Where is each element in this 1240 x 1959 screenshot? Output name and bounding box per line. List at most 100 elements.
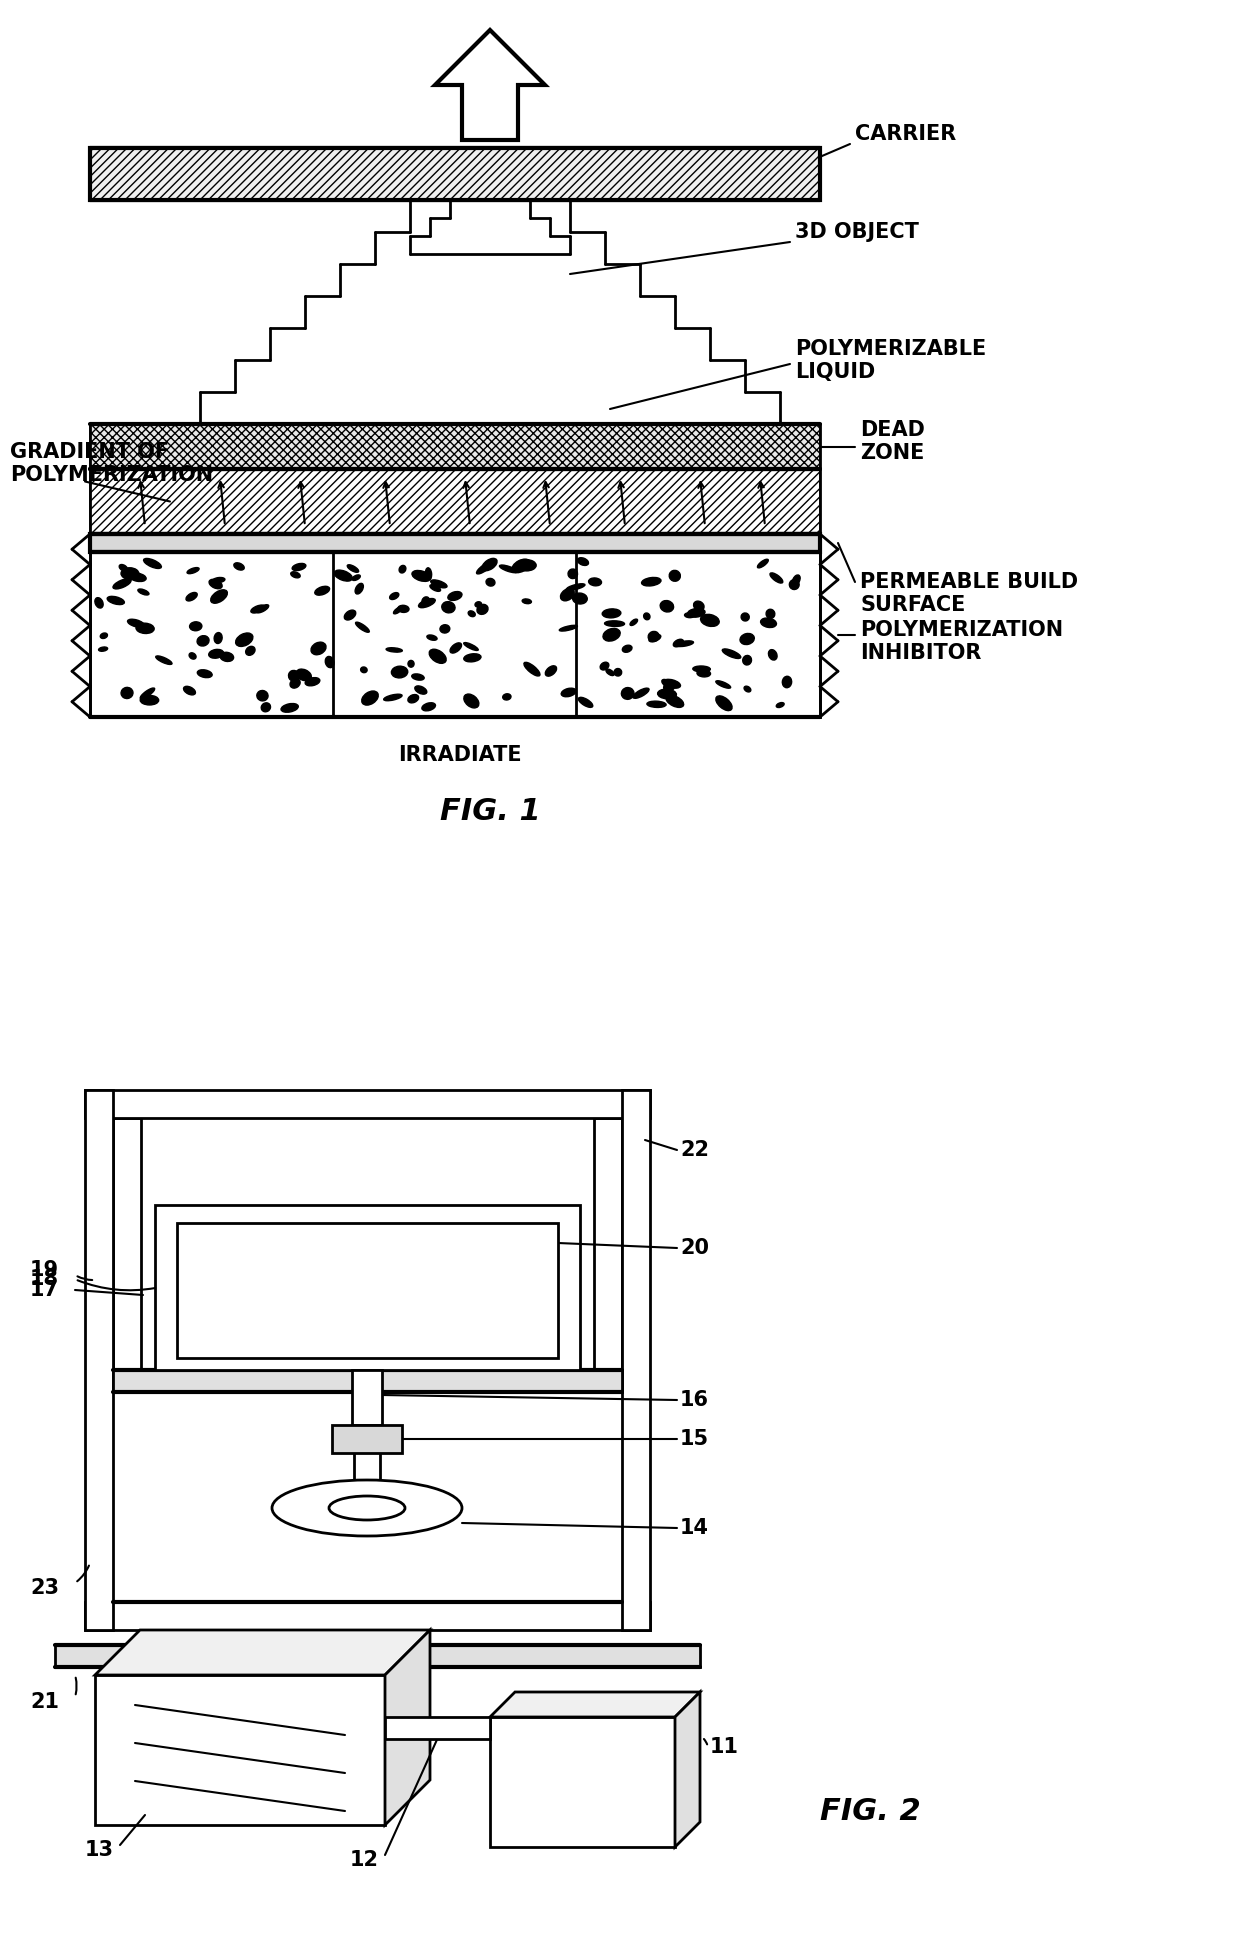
Ellipse shape — [289, 670, 299, 682]
Text: GRADIENT OF
POLYMERIZATION: GRADIENT OF POLYMERIZATION — [10, 441, 213, 484]
Ellipse shape — [559, 625, 578, 631]
Ellipse shape — [250, 605, 265, 613]
Ellipse shape — [464, 654, 481, 662]
Ellipse shape — [766, 609, 775, 619]
Bar — [332, 1424, 402, 1454]
Ellipse shape — [119, 564, 128, 572]
Bar — [490, 1716, 675, 1847]
Ellipse shape — [347, 564, 358, 572]
Text: 14: 14 — [680, 1518, 709, 1538]
Ellipse shape — [476, 562, 492, 574]
Ellipse shape — [605, 621, 625, 627]
Ellipse shape — [210, 580, 222, 590]
Ellipse shape — [412, 674, 424, 680]
Text: 22: 22 — [680, 1140, 709, 1160]
Ellipse shape — [215, 633, 222, 643]
Ellipse shape — [770, 572, 782, 584]
Ellipse shape — [790, 580, 799, 590]
Ellipse shape — [662, 680, 671, 688]
Ellipse shape — [603, 609, 621, 617]
Ellipse shape — [187, 568, 200, 574]
Ellipse shape — [138, 590, 149, 596]
Ellipse shape — [184, 686, 196, 695]
Text: 16: 16 — [680, 1391, 709, 1410]
Ellipse shape — [663, 680, 681, 688]
Ellipse shape — [107, 596, 124, 605]
Ellipse shape — [482, 558, 497, 570]
Text: 15: 15 — [680, 1428, 709, 1450]
Ellipse shape — [100, 633, 108, 639]
Ellipse shape — [641, 578, 661, 586]
Ellipse shape — [408, 660, 414, 668]
Text: FIG. 2: FIG. 2 — [820, 1796, 921, 1826]
Ellipse shape — [760, 617, 776, 627]
Ellipse shape — [782, 676, 791, 688]
Ellipse shape — [486, 578, 495, 586]
Ellipse shape — [663, 680, 676, 692]
Text: 13: 13 — [86, 1840, 114, 1859]
Ellipse shape — [676, 641, 693, 646]
Bar — [91, 535, 820, 552]
Ellipse shape — [356, 623, 370, 633]
Ellipse shape — [128, 619, 144, 627]
Ellipse shape — [647, 701, 666, 707]
Ellipse shape — [525, 662, 539, 676]
Ellipse shape — [464, 693, 479, 707]
Ellipse shape — [212, 578, 224, 582]
Ellipse shape — [329, 1497, 405, 1520]
Ellipse shape — [742, 613, 749, 621]
Ellipse shape — [314, 646, 324, 650]
Ellipse shape — [246, 646, 255, 656]
Text: FIG. 1: FIG. 1 — [440, 797, 541, 827]
Ellipse shape — [290, 678, 300, 688]
Ellipse shape — [345, 609, 356, 619]
Ellipse shape — [722, 648, 740, 658]
Ellipse shape — [257, 690, 268, 701]
Bar — [113, 1119, 141, 1369]
Ellipse shape — [649, 631, 660, 641]
Ellipse shape — [475, 601, 481, 607]
Ellipse shape — [568, 568, 578, 578]
Ellipse shape — [393, 607, 403, 613]
Ellipse shape — [412, 570, 430, 582]
Ellipse shape — [361, 666, 367, 672]
Ellipse shape — [477, 605, 489, 615]
Ellipse shape — [325, 656, 334, 668]
Ellipse shape — [219, 652, 233, 662]
Ellipse shape — [272, 1479, 463, 1536]
Ellipse shape — [234, 562, 244, 570]
Text: 18: 18 — [30, 1269, 60, 1289]
Ellipse shape — [422, 703, 435, 711]
Text: 11: 11 — [711, 1738, 739, 1757]
Ellipse shape — [758, 558, 769, 568]
Text: IRRADIATE: IRRADIATE — [398, 744, 522, 766]
Text: 21: 21 — [30, 1693, 60, 1712]
Ellipse shape — [589, 578, 601, 586]
Ellipse shape — [425, 568, 432, 580]
Polygon shape — [675, 1693, 701, 1847]
Polygon shape — [384, 1630, 430, 1826]
Ellipse shape — [355, 584, 363, 594]
Ellipse shape — [502, 693, 511, 699]
Ellipse shape — [305, 678, 320, 686]
Ellipse shape — [290, 572, 300, 578]
Ellipse shape — [262, 703, 270, 711]
Ellipse shape — [386, 648, 402, 652]
Ellipse shape — [693, 601, 704, 611]
Ellipse shape — [197, 670, 212, 678]
Ellipse shape — [427, 635, 436, 641]
Ellipse shape — [236, 633, 253, 646]
Bar — [155, 1205, 580, 1369]
Bar — [91, 149, 820, 200]
Ellipse shape — [744, 686, 751, 692]
Text: DEAD
ZONE: DEAD ZONE — [861, 419, 925, 462]
Ellipse shape — [144, 558, 161, 568]
Bar — [622, 1089, 650, 1630]
Bar — [91, 423, 820, 468]
Ellipse shape — [573, 594, 588, 603]
Bar — [86, 1089, 113, 1630]
Ellipse shape — [429, 648, 446, 664]
Ellipse shape — [743, 656, 751, 664]
Ellipse shape — [113, 578, 131, 590]
Ellipse shape — [701, 615, 719, 627]
